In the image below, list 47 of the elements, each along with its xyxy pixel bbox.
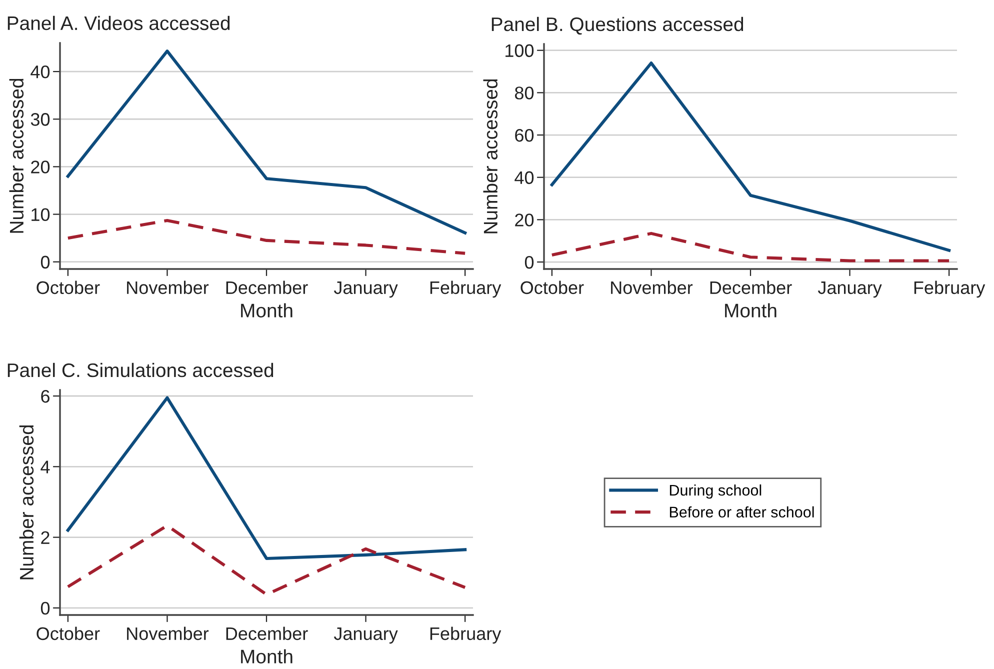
y-tick-label: 40 xyxy=(514,171,534,184)
legend-label: Before or after school xyxy=(670,506,814,518)
x-axis-title: Month xyxy=(241,649,292,664)
x-tick-label: December xyxy=(226,280,308,294)
y-tick-label: 100 xyxy=(506,44,534,58)
y-axis-title: Number accessed xyxy=(483,79,498,234)
x-tick-label: February xyxy=(914,280,986,298)
line-series xyxy=(66,524,467,596)
x-tick-label: February xyxy=(430,280,502,298)
y-axis-title: Number accessed xyxy=(19,425,34,580)
y-tick-label: 10 xyxy=(32,208,50,222)
line-series xyxy=(66,218,467,255)
line-series xyxy=(66,50,467,234)
y-tick-label: 20 xyxy=(515,214,534,226)
x-tick-label: January xyxy=(818,281,882,298)
y-axis-title: Number accessed xyxy=(9,78,24,233)
y-tick-label: 0 xyxy=(40,256,50,269)
y-tick-label: 40 xyxy=(30,65,50,78)
x-tick-label: October xyxy=(520,280,584,294)
y-tick-label: 30 xyxy=(30,113,50,126)
y-tick-label: 60 xyxy=(515,128,534,142)
chart-title: Panel B. Questions accessed xyxy=(492,16,744,35)
y-tick-label: 20 xyxy=(31,160,50,174)
x-tick-label: January xyxy=(334,627,398,644)
y-tick-label: 80 xyxy=(514,86,534,100)
x-tick-label: October xyxy=(36,280,100,294)
legend-label: During school xyxy=(670,484,762,499)
x-tick-label: December xyxy=(226,626,308,640)
y-tick-label: 0 xyxy=(524,256,534,269)
x-tick-label: December xyxy=(710,280,792,294)
x-tick-label: February xyxy=(430,626,502,644)
line-series xyxy=(550,62,951,252)
x-tick-label: January xyxy=(334,281,398,298)
x-tick-label: November xyxy=(127,626,209,640)
y-tick-label: 6 xyxy=(41,390,50,403)
y-tick-label: 2 xyxy=(41,531,50,544)
x-axis-title: Month xyxy=(725,303,776,318)
x-tick-label: November xyxy=(611,280,693,294)
line-series xyxy=(66,396,467,560)
line-series xyxy=(550,232,951,262)
y-tick-label: 0 xyxy=(40,602,50,615)
chart-title: Panel A. Videos accessed xyxy=(8,16,230,30)
x-axis-title: Month xyxy=(241,303,292,318)
x-tick-label: October xyxy=(36,626,100,640)
chart-title: Panel C. Simulations accessed xyxy=(8,362,274,378)
y-tick-label: 4 xyxy=(40,460,50,474)
x-tick-label: November xyxy=(127,280,209,294)
